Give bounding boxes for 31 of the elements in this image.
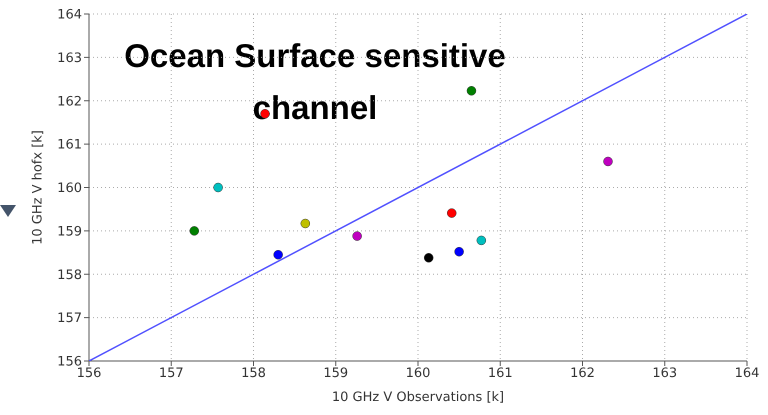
- x-tick-label: 164: [734, 366, 760, 382]
- point: [273, 250, 283, 260]
- point: [603, 156, 613, 166]
- y-tick-label: 161: [57, 138, 82, 153]
- text: Ocean Surface sensitive channel: [123, 36, 507, 128]
- point: [424, 253, 434, 263]
- x-tick-label: 158: [241, 366, 266, 382]
- point: [352, 231, 362, 241]
- point: [466, 86, 476, 96]
- y-tick-label: 164: [57, 8, 82, 23]
- point: [300, 218, 310, 228]
- y-axis-title: 10 GHz V hofx [k]: [30, 130, 46, 245]
- x-axis-title: 10 GHz V Observations [k]: [332, 390, 504, 405]
- x-tick-label: 163: [652, 366, 678, 382]
- y-tick-label: 157: [57, 311, 82, 326]
- point: [190, 226, 200, 236]
- y-tick-label: 163: [57, 50, 82, 66]
- point: [446, 208, 456, 218]
- x-tick-label: 160: [406, 366, 430, 382]
- point: [454, 246, 464, 256]
- x-tick-label: 162: [570, 366, 595, 382]
- y-tick-label: 159: [57, 224, 82, 240]
- x-tick-label: 157: [158, 366, 184, 382]
- y-tick-label: 162: [57, 94, 82, 110]
- y-tick-label: 158: [57, 268, 82, 283]
- y-tick-label: 160: [57, 181, 82, 196]
- x-tick-label: 161: [488, 366, 513, 382]
- x-tick-label: 159: [323, 366, 348, 382]
- point: [213, 182, 223, 192]
- point: [476, 236, 486, 246]
- x-tick-label: 156: [76, 366, 102, 382]
